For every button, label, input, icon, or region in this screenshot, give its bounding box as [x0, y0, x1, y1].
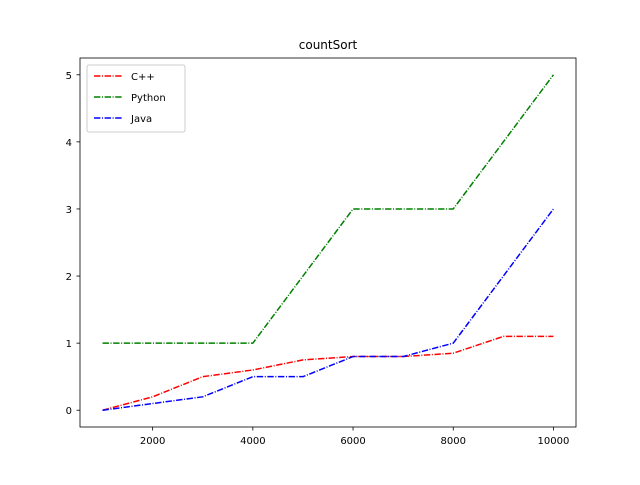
y-tick-label: 1: [66, 339, 72, 350]
x-tick-label: 10000: [538, 436, 570, 447]
chart-title: countSort: [299, 38, 358, 52]
x-tick-label: 8000: [441, 436, 466, 447]
y-tick-label: 3: [66, 205, 72, 216]
legend-label: Python: [131, 93, 166, 104]
x-tick-label: 6000: [340, 436, 365, 447]
series-line-python: [102, 74, 555, 344]
series-line-c-: [102, 335, 554, 411]
series-layer: [102, 74, 555, 411]
y-tick-label: 5: [66, 71, 72, 82]
legend: C++ Python Java: [86, 64, 186, 133]
y-tick-label: 4: [66, 138, 72, 149]
x-tick-label: 2000: [140, 436, 165, 447]
legend-label: Java: [130, 114, 152, 125]
legend-label: C++: [131, 72, 155, 83]
x-tick-label: 4000: [240, 436, 265, 447]
axes-layer: 2000 4000 6000 8000 10000 0 1 2 3 4 5: [66, 57, 577, 447]
y-tick-label: 2: [66, 272, 72, 283]
axes-frame: [79, 57, 577, 428]
legend-box: [86, 64, 186, 133]
y-tick-label: 0: [66, 406, 72, 417]
series-line-java: [102, 208, 555, 411]
